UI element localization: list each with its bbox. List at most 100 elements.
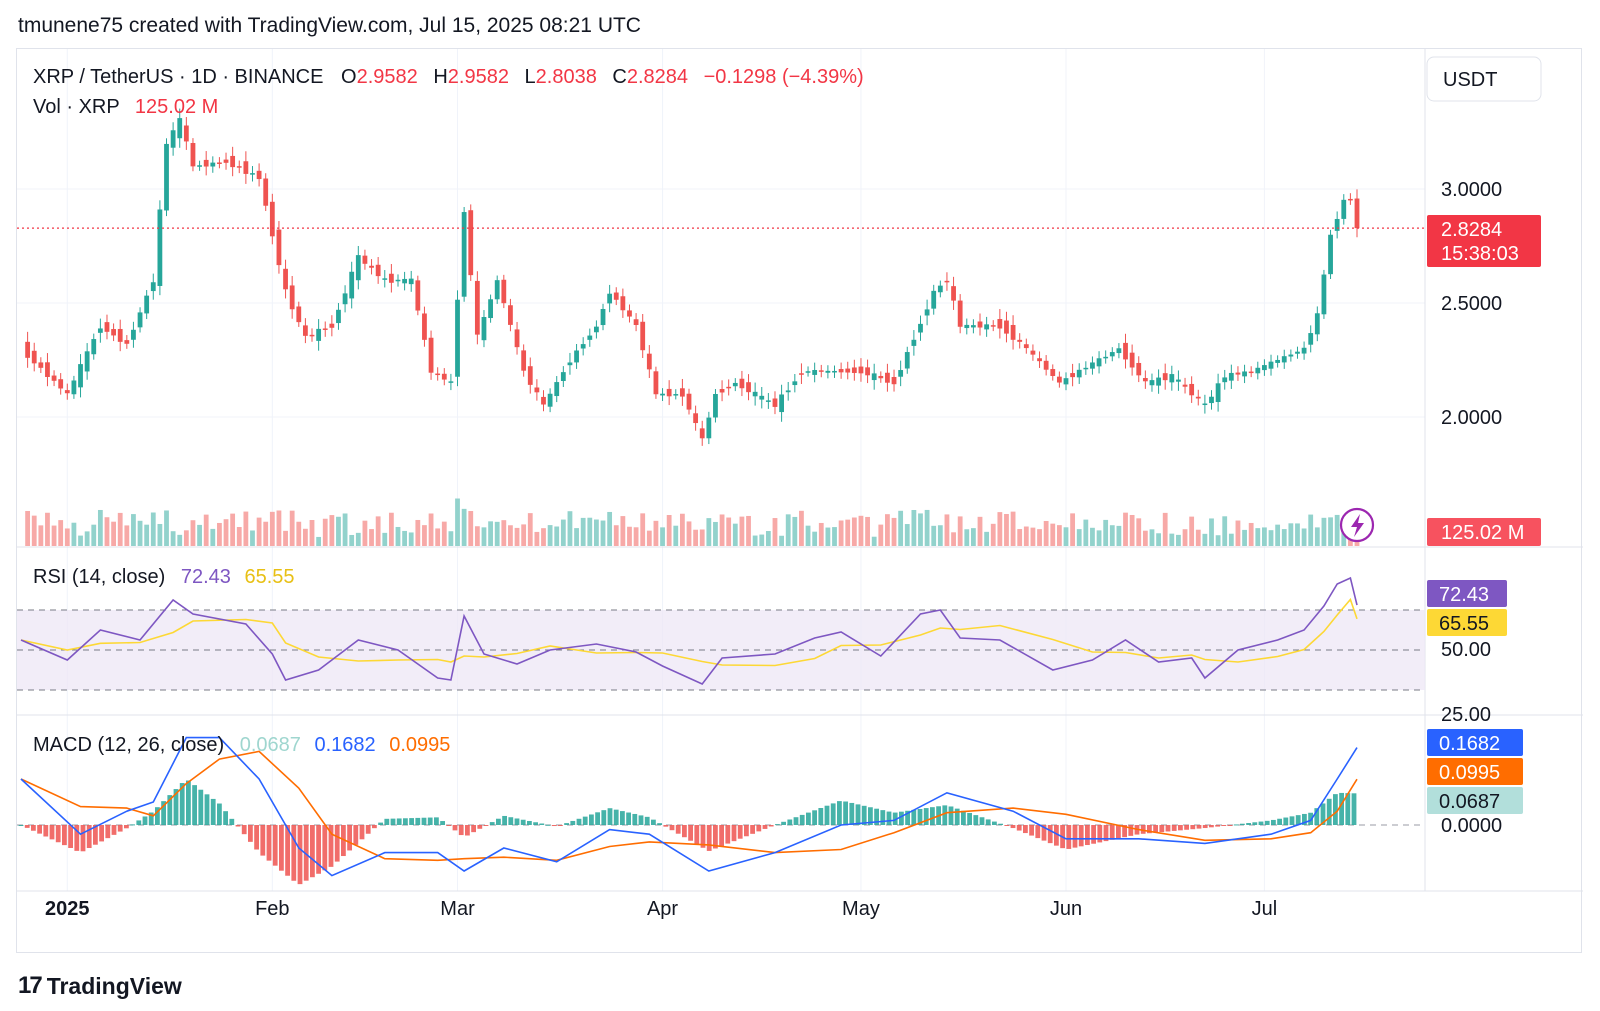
candle-body[interactable] [104, 322, 110, 332]
candle-body[interactable] [1162, 373, 1168, 381]
candle-body[interactable] [666, 388, 672, 397]
candle-body[interactable] [1056, 376, 1062, 383]
candle-body[interactable] [97, 328, 103, 333]
candle-body[interactable] [567, 362, 573, 366]
candle-body[interactable] [574, 350, 579, 363]
candle-body[interactable] [1004, 320, 1009, 334]
candle-body[interactable] [1308, 333, 1314, 345]
candle-body[interactable] [448, 381, 454, 383]
candle-body[interactable] [177, 118, 183, 139]
candle-body[interactable] [812, 369, 818, 375]
candle-body[interactable] [111, 329, 116, 336]
candle-body[interactable] [435, 373, 441, 376]
candle-body[interactable] [408, 278, 414, 285]
candle-body[interactable] [302, 325, 308, 336]
candle-body[interactable] [1076, 369, 1082, 378]
candle-body[interactable] [746, 382, 751, 393]
candle-body[interactable] [1275, 359, 1281, 363]
candle-body[interactable] [521, 350, 527, 371]
candle-body[interactable] [203, 159, 209, 167]
candle-body[interactable] [84, 351, 90, 372]
candle-body[interactable] [362, 255, 368, 264]
candle-body[interactable] [951, 286, 956, 301]
candle-body[interactable] [1149, 380, 1155, 386]
volume-legend[interactable]: Vol · XRP 125.02 M [33, 96, 218, 118]
candle-body[interactable] [560, 372, 566, 381]
candle-body[interactable] [461, 212, 467, 297]
rsi-legend[interactable]: RSI (14, close) 72.43 65.55 [33, 566, 295, 588]
candle-body[interactable] [845, 368, 851, 373]
candle-body[interactable] [706, 417, 712, 439]
candle-body[interactable] [719, 389, 725, 393]
candle-body[interactable] [765, 400, 771, 402]
candle-body[interactable] [45, 362, 50, 377]
candle-body[interactable] [785, 390, 791, 393]
candle-body[interactable] [230, 155, 236, 168]
candle-body[interactable] [170, 130, 176, 148]
candle-body[interactable] [898, 370, 904, 377]
candle-body[interactable] [1096, 358, 1102, 367]
candle-body[interactable] [1334, 218, 1340, 231]
candle-body[interactable] [984, 324, 990, 330]
candle-body[interactable] [527, 366, 533, 385]
candle-body[interactable] [613, 292, 619, 300]
candle-body[interactable] [375, 264, 381, 277]
candle-body[interactable] [1109, 352, 1115, 357]
candle-body[interactable] [885, 372, 890, 383]
candle-body[interactable] [1030, 350, 1036, 355]
candle-body[interactable] [494, 280, 500, 300]
candle-body[interactable] [1103, 356, 1109, 359]
candle-body[interactable] [415, 280, 421, 311]
candle-body[interactable] [157, 209, 163, 286]
candle-body[interactable] [31, 350, 37, 364]
candle-body[interactable] [1156, 377, 1161, 386]
candle-body[interactable] [474, 280, 480, 335]
candle-body[interactable] [970, 325, 976, 328]
time-axis[interactable]: 2025 Feb Mar Apr May Jun Jul [45, 898, 1277, 920]
candle-body[interactable] [236, 166, 242, 168]
candle-body[interactable] [1281, 356, 1287, 363]
candle-body[interactable] [871, 373, 877, 381]
candle-body[interactable] [1328, 234, 1333, 275]
candle-body[interactable] [673, 394, 679, 396]
candle-body[interactable] [217, 162, 222, 164]
candle-body[interactable] [441, 373, 447, 380]
candle-body[interactable] [349, 271, 355, 299]
candle-body[interactable] [488, 299, 493, 319]
candle-body[interactable] [911, 339, 917, 346]
candle-body[interactable] [1189, 383, 1195, 396]
candle-body[interactable] [1242, 371, 1247, 377]
candle-body[interactable] [1136, 362, 1142, 376]
candle-body[interactable] [395, 279, 401, 282]
candle-body[interactable] [1010, 324, 1016, 340]
candle-body[interactable] [957, 300, 963, 327]
candle-body[interactable] [329, 323, 335, 328]
candle-body[interactable] [210, 162, 216, 167]
candle-body[interactable] [131, 329, 136, 340]
candle-body[interactable] [792, 381, 798, 386]
candle-body[interactable] [355, 255, 361, 281]
candle-body[interactable] [508, 305, 513, 325]
candlestick-series[interactable] [25, 108, 1360, 446]
candle-body[interactable] [322, 328, 328, 330]
candle-body[interactable] [481, 317, 487, 341]
candle-body[interactable] [183, 125, 189, 142]
candle-body[interactable] [977, 321, 983, 328]
candle-body[interactable] [1023, 344, 1029, 349]
candle-body[interactable] [1228, 372, 1234, 381]
candle-body[interactable] [759, 395, 765, 400]
candle-body[interactable] [633, 319, 639, 326]
symbol-legend[interactable]: XRP / TetherUS · 1D · BINANCE O2.9582 H2… [33, 66, 864, 88]
candle-body[interactable] [825, 370, 831, 373]
candle-body[interactable] [1262, 365, 1267, 371]
candle-body[interactable] [851, 367, 857, 373]
candle-body[interactable] [1248, 371, 1254, 374]
candle-body[interactable] [1070, 373, 1076, 378]
candle-body[interactable] [1222, 377, 1228, 383]
candle-body[interactable] [832, 370, 837, 373]
candle-body[interactable] [1050, 369, 1056, 376]
currency-button[interactable]: USDT [1426, 56, 1542, 102]
candle-body[interactable] [263, 178, 269, 206]
candle-body[interactable] [1215, 383, 1221, 403]
candle-body[interactable] [1063, 378, 1069, 385]
